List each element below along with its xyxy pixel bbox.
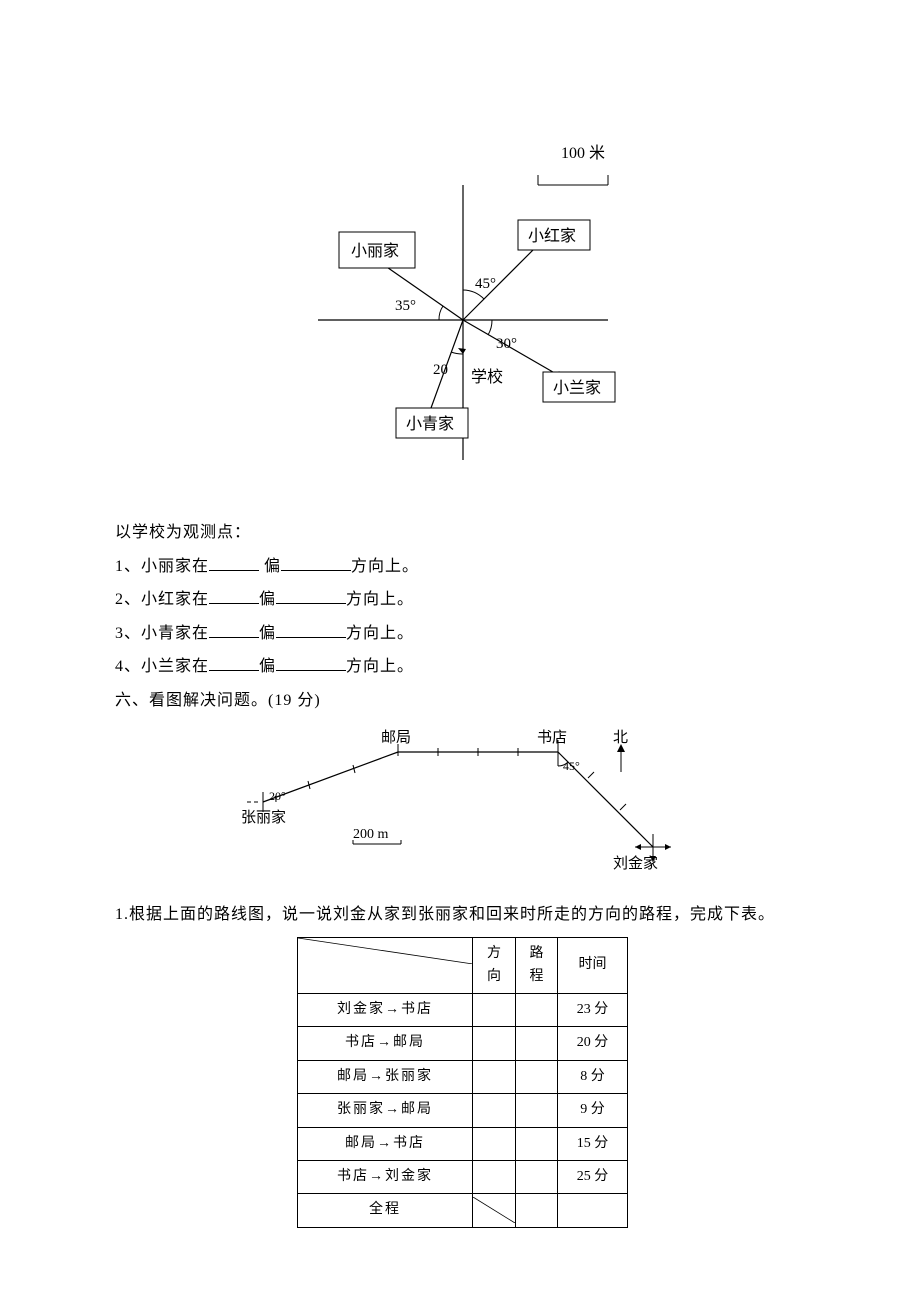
q4-blank1 [209, 655, 259, 671]
dist-cell [516, 1094, 558, 1127]
q3-mid: 偏 [259, 625, 276, 642]
table-row: 全程 [298, 1194, 628, 1227]
table-row: 邮局→书店 15 分 [298, 1127, 628, 1160]
route-cell: 书店→刘金家 [298, 1160, 473, 1193]
q1-pre: 1、小丽家在 [115, 558, 209, 575]
q3-post: 方向上。 [346, 625, 414, 642]
dist-cell [516, 993, 558, 1026]
scale-label: 100 米 [561, 144, 605, 162]
q3-pre: 3、小青家在 [115, 625, 209, 642]
q4-pre: 4、小兰家在 [115, 658, 209, 675]
q3-line: 3、小青家在 偏 方向上。 [115, 621, 810, 647]
dir-cell [473, 1060, 516, 1093]
intro-line: 以学校为观测点： [115, 520, 810, 546]
time-cell: 25 分 [558, 1160, 628, 1193]
table-header-row: 方向 路程 时间 [298, 938, 628, 994]
time-cell [558, 1194, 628, 1227]
q2-blank2 [276, 588, 346, 604]
liujin-label: 刘金家 [613, 855, 658, 872]
dist-cell [516, 1060, 558, 1093]
header-diag-cell [298, 938, 473, 994]
q4-blank2 [276, 655, 346, 671]
xiaohong-label: 小红家 [528, 227, 576, 245]
d2-angle-se: 45° [563, 759, 580, 773]
angle-sw: 20 [433, 362, 448, 378]
route-cell: 张丽家→邮局 [298, 1094, 473, 1127]
route-cell: 邮局→张丽家 [298, 1060, 473, 1093]
q1-mid: 偏 [264, 558, 281, 575]
dir-cell [473, 1194, 516, 1227]
north-label: 北 [613, 729, 628, 746]
q2-mid: 偏 [259, 591, 276, 608]
header-time: 时间 [558, 938, 628, 994]
header-dist: 路程 [516, 938, 558, 994]
q1-blank1 [209, 555, 259, 571]
time-cell: 15 分 [558, 1127, 628, 1160]
diagram1-svg: 100 米 45° 35° 30° 20 学校 小红家 [283, 140, 643, 470]
route-cell: 书店→邮局 [298, 1027, 473, 1060]
time-cell: 8 分 [558, 1060, 628, 1093]
q2-line: 2、小红家在 偏 方向上。 [115, 587, 810, 613]
dir-cell [473, 1094, 516, 1127]
questions-block: 以学校为观测点： 1、小丽家在 偏方向上。 2、小红家在偏方向上。 3、小青家在… [115, 520, 810, 714]
bookstore-label: 书店 [537, 729, 567, 746]
route-table-wrap: 方向 路程 时间 刘金家→书店23 分书店→邮局20 分邮局→张丽家8 分张丽家… [115, 937, 810, 1228]
center-label: 学校 [471, 368, 503, 386]
table-row: 张丽家→邮局 9 分 [298, 1094, 628, 1127]
route-cell: 全程 [298, 1194, 473, 1227]
route-cell: 邮局→书店 [298, 1127, 473, 1160]
problem1-block: 1.根据上面的路线图，说一说刘金从家到张丽家和回来时所走的方向的路程，完成下表。 [115, 902, 810, 928]
q4-post: 方向上。 [346, 658, 414, 675]
d2-scale: 200 m [353, 827, 389, 842]
q3-blank1 [209, 622, 259, 638]
header-dir: 方向 [473, 938, 516, 994]
dir-cell [473, 1160, 516, 1193]
table-row: 邮局→张丽家 8 分 [298, 1060, 628, 1093]
q4-line: 4、小兰家在 偏 方向上。 [115, 654, 810, 680]
post-label: 邮局 [381, 729, 411, 746]
angle-se: 30° [496, 336, 517, 352]
dir-cell [473, 1027, 516, 1060]
time-cell: 9 分 [558, 1094, 628, 1127]
dist-cell [516, 1194, 558, 1227]
xiaoli-label: 小丽家 [351, 242, 399, 260]
angle-ne: 45° [475, 276, 496, 292]
route-cell: 刘金家→书店 [298, 993, 473, 1026]
route-table: 方向 路程 时间 刘金家→书店23 分书店→邮局20 分邮局→张丽家8 分张丽家… [297, 937, 628, 1228]
time-cell: 20 分 [558, 1027, 628, 1060]
dist-cell [516, 1027, 558, 1060]
zhangli-label: 张丽家 [241, 809, 286, 826]
table-row: 刘金家→书店 23 分 [298, 993, 628, 1026]
xiaoqing-label: 小青家 [406, 415, 454, 433]
dir-cell [473, 1127, 516, 1160]
dist-cell [516, 1127, 558, 1160]
q2-post: 方向上。 [346, 591, 414, 608]
d2-angle-sw: 20° [269, 789, 286, 803]
q1-blank2 [281, 555, 351, 571]
problem1-text: 1.根据上面的路线图，说一说刘金从家到张丽家和回来时所走的方向的路程，完成下表。 [115, 902, 810, 928]
q1-line: 1、小丽家在 偏 方向上。 [115, 554, 810, 580]
section6-line: 六、看图解决问题。(19 分) [115, 688, 810, 714]
route-diagram-2: 20° 张丽家 邮局 书店 45° 北 刘金家 200 m [115, 722, 810, 882]
table-row: 书店→邮局 20 分 [298, 1027, 628, 1060]
dist-cell [516, 1160, 558, 1193]
direction-diagram-1: 100 米 45° 35° 30° 20 学校 小红家 [115, 140, 810, 470]
angle-nw: 35° [395, 298, 416, 314]
q1-post: 方向上。 [351, 558, 419, 575]
table-row: 书店→刘金家 25 分 [298, 1160, 628, 1193]
q2-pre: 2、小红家在 [115, 591, 209, 608]
q2-blank1 [209, 588, 259, 604]
xiaolan-label: 小兰家 [553, 379, 601, 397]
q3-blank2 [276, 622, 346, 638]
dir-cell [473, 993, 516, 1026]
q4-mid: 偏 [259, 658, 276, 675]
time-cell: 23 分 [558, 993, 628, 1026]
diagram2-svg: 20° 张丽家 邮局 书店 45° 北 刘金家 200 m [223, 722, 703, 882]
